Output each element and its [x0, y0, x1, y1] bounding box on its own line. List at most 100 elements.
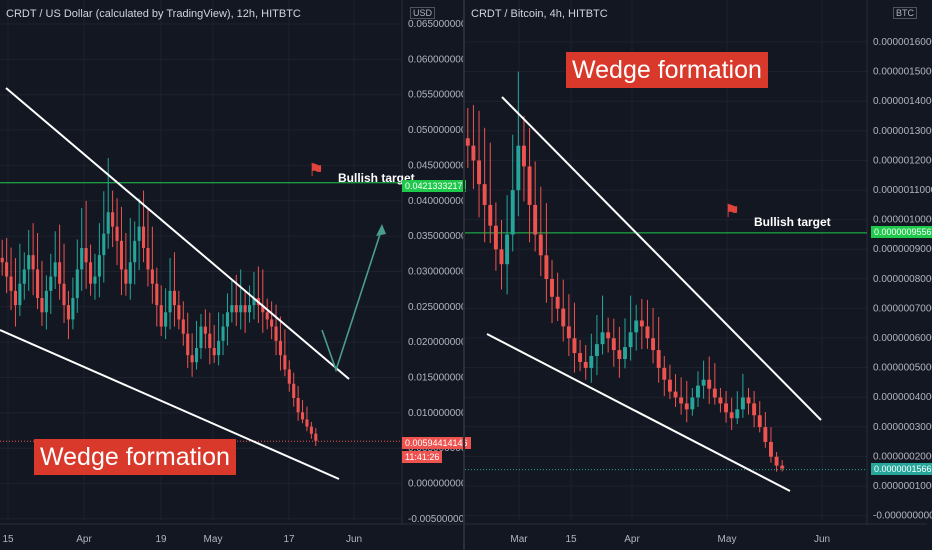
candle-body — [287, 369, 291, 384]
candle-body — [292, 383, 296, 398]
wedge-trendline — [501, 96, 822, 421]
y-tick-label: 0.0000014000 — [873, 96, 932, 107]
candle-body — [217, 340, 221, 356]
candle-body — [516, 145, 521, 191]
candle-body — [617, 350, 622, 359]
x-tick-label: 15 — [2, 534, 14, 545]
left-chart-svg[interactable]: 0.0650000000 0.0600000000 0.0550000000 0.05… — [0, 0, 464, 550]
x-tick-label: 17 — [283, 534, 295, 545]
y-tick-label: 0.0650000000 — [408, 19, 464, 30]
candle-body — [679, 397, 684, 404]
left-chart-panel[interactable]: 0.0650000000 0.0600000000 0.0550000000 0.05… — [0, 0, 471, 550]
candle-body — [265, 312, 269, 320]
candle-body — [510, 190, 515, 235]
candle-body — [701, 379, 706, 386]
candle-body — [212, 348, 216, 356]
right-chart-title: CRDT / Bitcoin, 4h, HITBTC — [471, 8, 608, 20]
right-chart-svg[interactable]: 0.0000016000 0.0000015000 0.0000014000 0.00… — [465, 0, 932, 550]
candle-body — [645, 326, 650, 339]
candle-body — [155, 283, 159, 306]
candle-body — [234, 305, 238, 313]
candle-body — [5, 262, 9, 277]
candle-body — [493, 225, 498, 250]
candle-body — [159, 305, 163, 327]
wedge-trendline — [0, 329, 340, 480]
candle-body — [164, 312, 168, 327]
candle-body — [578, 353, 583, 362]
candle-body — [583, 361, 588, 368]
y-tick-label: 0.0400000000 — [408, 196, 464, 207]
candle-body — [18, 283, 22, 306]
candle-body — [555, 296, 560, 309]
candle-body — [544, 255, 549, 279]
right-flag-icon: ⚑ — [724, 201, 741, 221]
candle-body — [780, 465, 785, 469]
left-bullish-target-label: Bullish target — [338, 171, 415, 185]
candle-body — [128, 262, 132, 284]
candle-body — [247, 305, 252, 313]
candle-body — [757, 415, 762, 428]
right-wedge-annotation: Wedge formation — [566, 52, 768, 88]
candle-body — [252, 298, 256, 306]
x-tick-label: 15 — [565, 534, 577, 545]
candle-body — [111, 212, 115, 227]
candle-body — [527, 166, 532, 205]
candle-body — [763, 427, 768, 442]
candle-body — [177, 305, 181, 320]
y-tick-label: 0.0250000000 — [408, 302, 464, 313]
x-tick-label: Mar — [510, 534, 528, 545]
candle-body — [283, 355, 287, 370]
x-tick-label: Apr — [76, 534, 92, 545]
x-tick-label: 19 — [155, 534, 167, 545]
x-tick-label: Jun — [346, 534, 362, 545]
candle-body — [752, 403, 757, 416]
candle-body — [9, 276, 13, 291]
y-tick-label: 0.0000006000 — [873, 333, 932, 344]
candle-body — [75, 269, 79, 298]
candle-body — [199, 326, 203, 348]
y-tick-label: 0.0000005000 — [873, 363, 932, 374]
y-tick-label: -0.0000000000 — [873, 511, 932, 522]
candle-body — [477, 160, 481, 185]
candle-body — [49, 276, 53, 291]
candle-body — [124, 269, 128, 284]
candle-body — [190, 355, 194, 363]
candle-body — [53, 262, 57, 277]
candle-body — [729, 412, 734, 419]
y-tick-label: 0.0100000000 — [408, 408, 464, 419]
y-tick-label: 0.0000003000 — [873, 422, 932, 433]
candle-body — [667, 379, 672, 392]
y-tick-label: 0.0000012000 — [873, 155, 932, 166]
candle-body — [137, 226, 141, 241]
left-countdown-badge: 11:41:26 — [402, 451, 443, 463]
y-tick-label: 0.0000016000 — [873, 37, 932, 48]
candle-body — [623, 347, 627, 359]
candle-body — [270, 319, 274, 327]
candle-body — [141, 226, 146, 248]
y-tick-label: 0.0000001000 — [873, 481, 932, 492]
wedge-trendline — [486, 333, 791, 492]
candle-body — [471, 145, 476, 161]
candle-body — [168, 290, 172, 313]
candle-body — [740, 397, 745, 410]
y-tick-label: 0.0000000000 — [408, 479, 464, 490]
right-unit-label: BTC — [893, 7, 917, 19]
candle-body — [505, 234, 510, 265]
candle-body — [150, 269, 154, 284]
candle-body — [172, 290, 177, 306]
candle-body — [538, 234, 543, 256]
candle-body — [71, 298, 75, 320]
candle-body — [274, 326, 278, 341]
candle-body — [521, 145, 526, 167]
candle-body — [194, 348, 199, 363]
candle-body — [482, 184, 487, 205]
right-chart-panel[interactable]: 0.0000016000 0.0000015000 0.0000014000 0.00… — [465, 0, 932, 550]
candle-body — [133, 240, 137, 263]
y-tick-label: 0.0500000000 — [408, 125, 464, 136]
candle-body — [684, 403, 689, 410]
y-tick-label: 0.0000002000 — [873, 451, 932, 462]
candle-body — [600, 332, 605, 345]
candle-body — [300, 412, 305, 420]
y-tick-label: 0.0000015000 — [873, 67, 932, 78]
x-tick-label: May — [204, 534, 223, 545]
